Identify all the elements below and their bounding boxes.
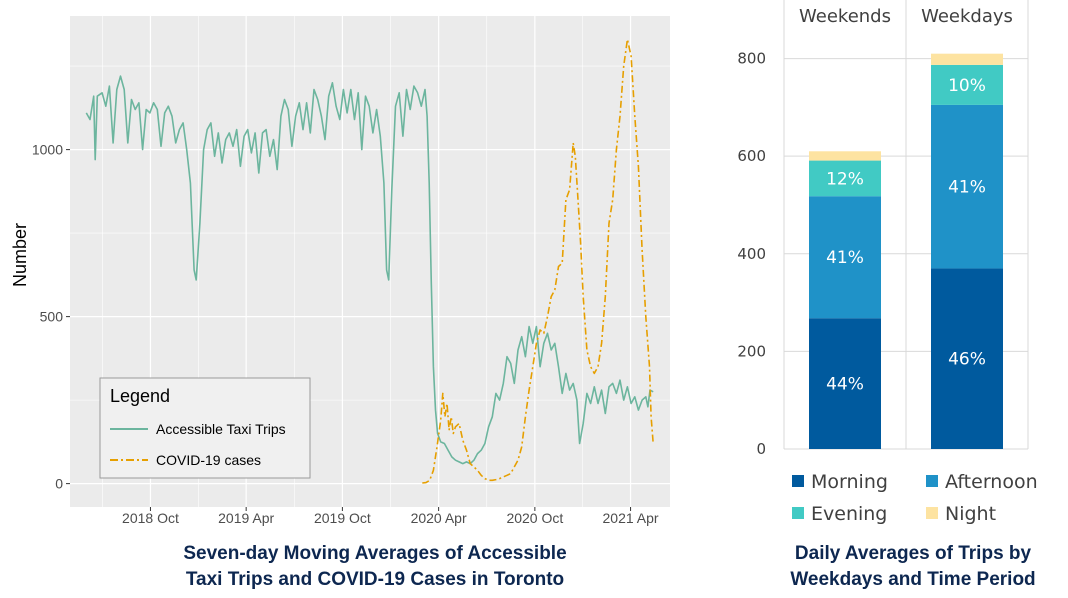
bar-segment-evening [809,160,881,197]
bar-segment-evening [931,64,1003,105]
bars: 44% 41% 12% 46% 41% 10% [809,53,1003,449]
x-tick-label: 2019 Apr [218,510,274,526]
bar-segment-night [931,53,1003,65]
right-caption-line-1: Daily Averages of Trips by [794,543,1032,564]
legend-swatch-morning [792,475,804,487]
y-tick-label: 500 [40,309,64,325]
legend-label-taxi: Accessible Taxi Trips [156,421,286,437]
legend-label-morning: Morning [811,471,888,493]
left-caption-line-1: Seven-day Moving Averages of Accessible [183,543,567,564]
right-caption-line-2: Weekdays and Time Period [790,569,1036,590]
series-lines [85,38,654,484]
x-tick-label: 2020 Apr [411,510,467,526]
bar-data-label: 41% [826,248,864,268]
y-tick-label: 400 [737,245,766,263]
stacked-bar-chart: 44% 41% 12% 46% 41% 10% 0 200 400 600 800 Weekend… [737,0,1038,525]
legend: Morning Afternoon Evening Night [792,471,1038,525]
x-tick-labels: 2018 Oct 2019 Apr 2019 Oct 2020 Apr 2020 Oct… [122,507,659,526]
y-tick-label: 0 [756,440,766,458]
legend: Legend Accessible Taxi Trips COVID-19 ca… [99,377,311,479]
x-tick-label: 2019 Oct [314,510,371,526]
legend-swatch-afternoon [926,475,938,487]
bar-segment-morning [809,318,881,449]
legend-swatch-evening [792,507,804,519]
x-tick-label: 2018 Oct [122,510,179,526]
line-chart: 0 500 1000 2018 Oct 2019 Apr 2019 Oct 2020 Ap… [10,16,670,526]
y-axis-title: Number [10,223,30,287]
y-tick-label: 1000 [32,142,63,158]
series-line-accessible-taxi-trips [85,75,654,465]
bar-data-label: 12% [826,169,864,189]
series-line-covid-19-cases [422,38,654,484]
legend-label-covid: COVID-19 cases [156,452,261,468]
bar-data-label: 41% [948,178,986,198]
legend-swatch-night [926,507,938,519]
bar-segment-afternoon [809,196,881,319]
y-tick-labels: 0 500 1000 [32,142,70,492]
y-tick-label: 0 [55,476,63,492]
y-tick-label: 800 [737,50,766,68]
y-tick-label: 600 [737,147,766,165]
bar-data-label: 10% [948,76,986,96]
left-chart-caption: Seven-day Moving Averages of Accessible … [80,541,670,593]
category-headers: Weekends Weekdays [799,6,1013,27]
legend-title: Legend [110,386,170,406]
bar-segment-morning [931,268,1003,449]
bar-segment-afternoon [931,104,1003,269]
legend-label-evening: Evening [811,503,887,525]
legend-label-afternoon: Afternoon [945,471,1038,493]
y-tick-labels: 0 200 400 600 800 [737,50,766,458]
x-tick-label: 2020 Oct [506,510,563,526]
x-tick-label: 2021 Apr [603,510,659,526]
left-caption-line-2: Taxi Trips and COVID-19 Cases in Toronto [185,569,565,590]
bar-data-label: 46% [948,350,986,370]
bar-data-label: 44% [826,375,864,395]
legend-label-night: Night [945,503,996,525]
y-tick-label: 200 [737,342,766,360]
bar-segment-night [809,151,881,161]
right-chart-caption: Daily Averages of Trips by Weekdays and … [750,541,1068,593]
category-header: Weekends [799,6,891,27]
category-header: Weekdays [921,6,1013,27]
